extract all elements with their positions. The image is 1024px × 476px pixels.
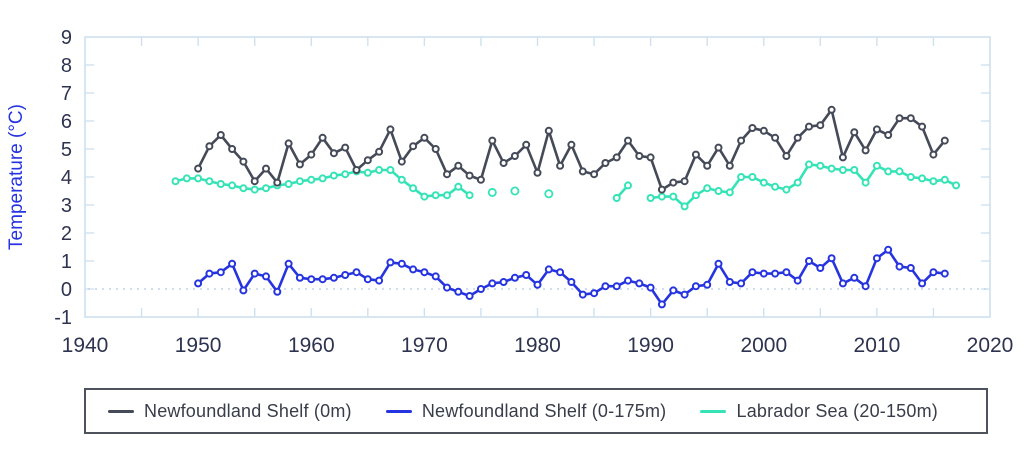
y-axis-ticks (85, 64, 990, 290)
legend-swatch-blue-line (385, 409, 412, 413)
series-newfoundland-shelf-0-175m (194, 245, 949, 309)
svg-text:-1: -1 (54, 307, 72, 329)
svg-text:8: 8 (61, 55, 72, 77)
svg-text:2010: 2010 (854, 334, 901, 357)
svg-text:1950: 1950 (175, 334, 222, 357)
svg-text:1940: 1940 (62, 334, 109, 357)
legend-label: Newfoundland Shelf (0m) (144, 400, 352, 421)
svg-text:2: 2 (61, 223, 72, 245)
svg-text:1990: 1990 (627, 334, 674, 357)
svg-text:2020: 2020 (967, 334, 1014, 357)
series-newfoundland-shelf-0m (194, 105, 949, 194)
legend-label: Newfoundland Shelf (0-175m) (421, 400, 667, 421)
legend-entry-newfoundland-shelf-0-175m[interactable]: Newfoundland Shelf (0-175m) (385, 400, 667, 422)
svg-text:6: 6 (61, 111, 72, 133)
y-axis-labels: 9 8 7 6 5 4 3 2 1 0 -1 (54, 27, 72, 329)
legend-label: Labrador Sea (20-150m) (736, 400, 938, 421)
x-axis-ticks (140, 37, 935, 317)
svg-text:3: 3 (61, 195, 72, 217)
series-labrador-sea-20-150m (171, 160, 961, 211)
isolated-data-point (544, 189, 554, 199)
svg-text:5: 5 (61, 139, 72, 161)
svg-text:0: 0 (61, 279, 72, 301)
svg-text:1960: 1960 (288, 334, 335, 357)
chart-plot-area: 9 8 7 6 5 4 3 2 1 0 -1 1940 1950 1960 1970 1980 1990 2000… (6, 27, 1014, 357)
legend-swatch-teal-line (700, 409, 727, 413)
legend-entry-labrador-sea-20-150m[interactable]: Labrador Sea (20-150m) (700, 401, 938, 422)
x-axis-labels: 1940 1950 1960 1970 1980 1990 2000 2010 2020 (62, 334, 1014, 357)
svg-text:7: 7 (61, 83, 72, 105)
legend-swatch-dark-line (108, 409, 134, 413)
isolated-data-point (487, 187, 497, 197)
svg-text:4: 4 (61, 167, 72, 189)
svg-text:9: 9 (61, 27, 72, 49)
svg-text:2000: 2000 (740, 334, 787, 357)
isolated-data-point (510, 186, 520, 196)
y-axis-title: Temperature (°C) (6, 104, 27, 250)
svg-text:1980: 1980 (514, 334, 561, 357)
svg-text:1970: 1970 (401, 334, 448, 357)
svg-text:1: 1 (61, 251, 72, 273)
chart-legend: Newfoundland Shelf (0m) Newfoundland She… (84, 388, 988, 434)
legend-entry-newfoundland-shelf-0m[interactable]: Newfoundland Shelf (0m) (108, 401, 352, 422)
